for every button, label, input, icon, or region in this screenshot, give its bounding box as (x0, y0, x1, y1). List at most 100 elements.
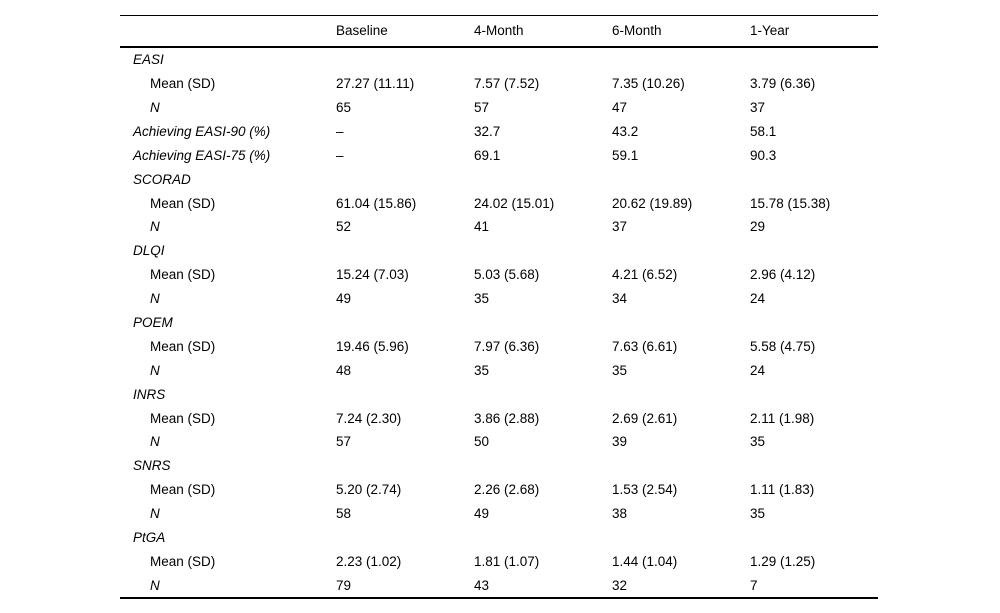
cell-value (474, 382, 612, 406)
row-label: N (150, 434, 160, 450)
table-body: EASI Mean (SD) 27.27 (11.11) 7.57 (7.52) 7.3… (120, 47, 878, 598)
row-label: Mean (SD) (150, 410, 216, 426)
cell-value: 1.53 (2.54) (612, 482, 678, 498)
cell-value: 32.7 (474, 123, 501, 139)
cell-value: 24 (750, 291, 766, 307)
column-header-6month: 6-Month (612, 15, 750, 48)
cell-value: 3.79 (6.36) (750, 76, 816, 92)
row-label: N (150, 362, 160, 378)
cell-value (612, 526, 750, 550)
cell-value: 61.04 (15.86) (336, 195, 417, 211)
cell-value (612, 382, 750, 406)
cell-value: 7 (750, 577, 758, 593)
cell-value: 35 (474, 291, 490, 307)
cell-value: 37 (750, 99, 766, 115)
cell-value: 34 (612, 291, 628, 307)
cell-value: 57 (336, 434, 352, 450)
cell-value: 15.24 (7.03) (336, 267, 409, 283)
row-label: EASI (133, 52, 164, 68)
cell-value (474, 239, 612, 263)
cell-value (336, 47, 474, 72)
cell-value (750, 454, 878, 478)
table-row: N 58 49 38 35 (120, 502, 878, 526)
row-label: N (150, 99, 160, 115)
results-table-container: Baseline 4-Month 6-Month 1-Year EASI Mean… (120, 15, 878, 600)
table-row: Mean (SD) 2.23 (1.02) 1.81 (1.07) 1.44 (1.0… (120, 550, 878, 574)
cell-value: 3.86 (2.88) (474, 410, 540, 426)
cell-value: 2.23 (1.02) (336, 553, 402, 569)
cell-value (612, 311, 750, 335)
cell-value: 27.27 (11.11) (336, 76, 415, 92)
cell-value: 5.03 (5.68) (474, 267, 540, 283)
table-row: N 52 41 37 29 (120, 215, 878, 239)
cell-value: 5.20 (2.74) (336, 482, 402, 498)
table-row: Achieving EASI-90 (%) – 32.7 43.2 58.1 (120, 120, 878, 144)
table-row: Mean (SD) 19.46 (5.96) 7.97 (6.36) 7.63 (6.… (120, 335, 878, 359)
cell-value: 1.11 (1.83) (750, 482, 815, 498)
table-row: Mean (SD) 27.27 (11.11) 7.57 (7.52) 7.35 (1… (120, 72, 878, 96)
cell-value: 35 (474, 362, 490, 378)
table-row: Mean (SD) 15.24 (7.03) 5.03 (5.68) 4.21 (6.… (120, 263, 878, 287)
row-label: POEM (133, 314, 173, 330)
row-label: Mean (SD) (150, 338, 216, 354)
row-label: Mean (SD) (150, 76, 216, 92)
row-label: SNRS (133, 458, 171, 474)
column-header-baseline: Baseline (336, 15, 474, 48)
table-row: POEM (120, 311, 878, 335)
row-label: Mean (SD) (150, 267, 216, 283)
cell-value: 7.24 (2.30) (336, 410, 402, 426)
cell-value: 32 (612, 577, 628, 593)
table-row: EASI (120, 47, 878, 72)
cell-value: 79 (336, 577, 352, 593)
cell-value: 41 (474, 219, 490, 235)
cell-value: 7.57 (7.52) (474, 76, 540, 92)
row-label: Mean (SD) (150, 195, 216, 211)
cell-value (474, 454, 612, 478)
cell-value: 24.02 (15.01) (474, 195, 555, 211)
cell-value: 47 (612, 99, 628, 115)
cell-value: 48 (336, 362, 352, 378)
table-row: Achieving EASI-75 (%) – 69.1 59.1 90.3 (120, 144, 878, 168)
cell-value: 7.35 (10.26) (612, 76, 685, 92)
cell-value: 2.69 (2.61) (612, 410, 678, 426)
row-label: Achieving EASI-90 (%) (133, 123, 271, 139)
cell-value: 49 (336, 291, 352, 307)
table-row: Mean (SD) 5.20 (2.74) 2.26 (2.68) 1.53 (2.5… (120, 478, 878, 502)
row-label: Mean (SD) (150, 553, 216, 569)
row-label: N (150, 291, 160, 307)
table-row: PtGA (120, 526, 878, 550)
cell-value: 35 (750, 506, 766, 522)
column-header-1year: 1-Year (750, 15, 878, 48)
row-label: N (150, 577, 160, 593)
cell-value: 65 (336, 99, 352, 115)
table-row: N 49 35 34 24 (120, 287, 878, 311)
cell-value (336, 167, 474, 191)
row-label: PtGA (133, 530, 166, 545)
row-label: INRS (133, 386, 166, 402)
cell-value: 15.78 (15.38) (750, 195, 831, 211)
column-header-empty (120, 15, 336, 48)
table-header-row: Baseline 4-Month 6-Month 1-Year (120, 15, 878, 48)
cell-value: 2.96 (4.12) (750, 267, 816, 283)
cell-value: – (336, 123, 344, 139)
cell-value: 43.2 (612, 123, 639, 139)
cell-value: 50 (474, 434, 490, 450)
row-label: Mean (SD) (150, 482, 216, 498)
cell-value: 2.11 (1.98) (750, 410, 815, 426)
cell-value: 24 (750, 362, 766, 378)
row-label: Achieving EASI-75 (%) (133, 147, 271, 163)
cell-value: 35 (750, 434, 766, 450)
cell-value (336, 239, 474, 263)
cell-value (750, 239, 878, 263)
table-row: SNRS (120, 454, 878, 478)
cell-value (750, 167, 878, 191)
cell-value: 7.97 (6.36) (474, 338, 540, 354)
cell-value (750, 382, 878, 406)
table-row: N 57 50 39 35 (120, 430, 878, 454)
cell-value (474, 311, 612, 335)
table-row: INRS (120, 382, 878, 406)
cell-value: 7.63 (6.61) (612, 338, 678, 354)
cell-value (612, 167, 750, 191)
cell-value: 37 (612, 219, 628, 235)
